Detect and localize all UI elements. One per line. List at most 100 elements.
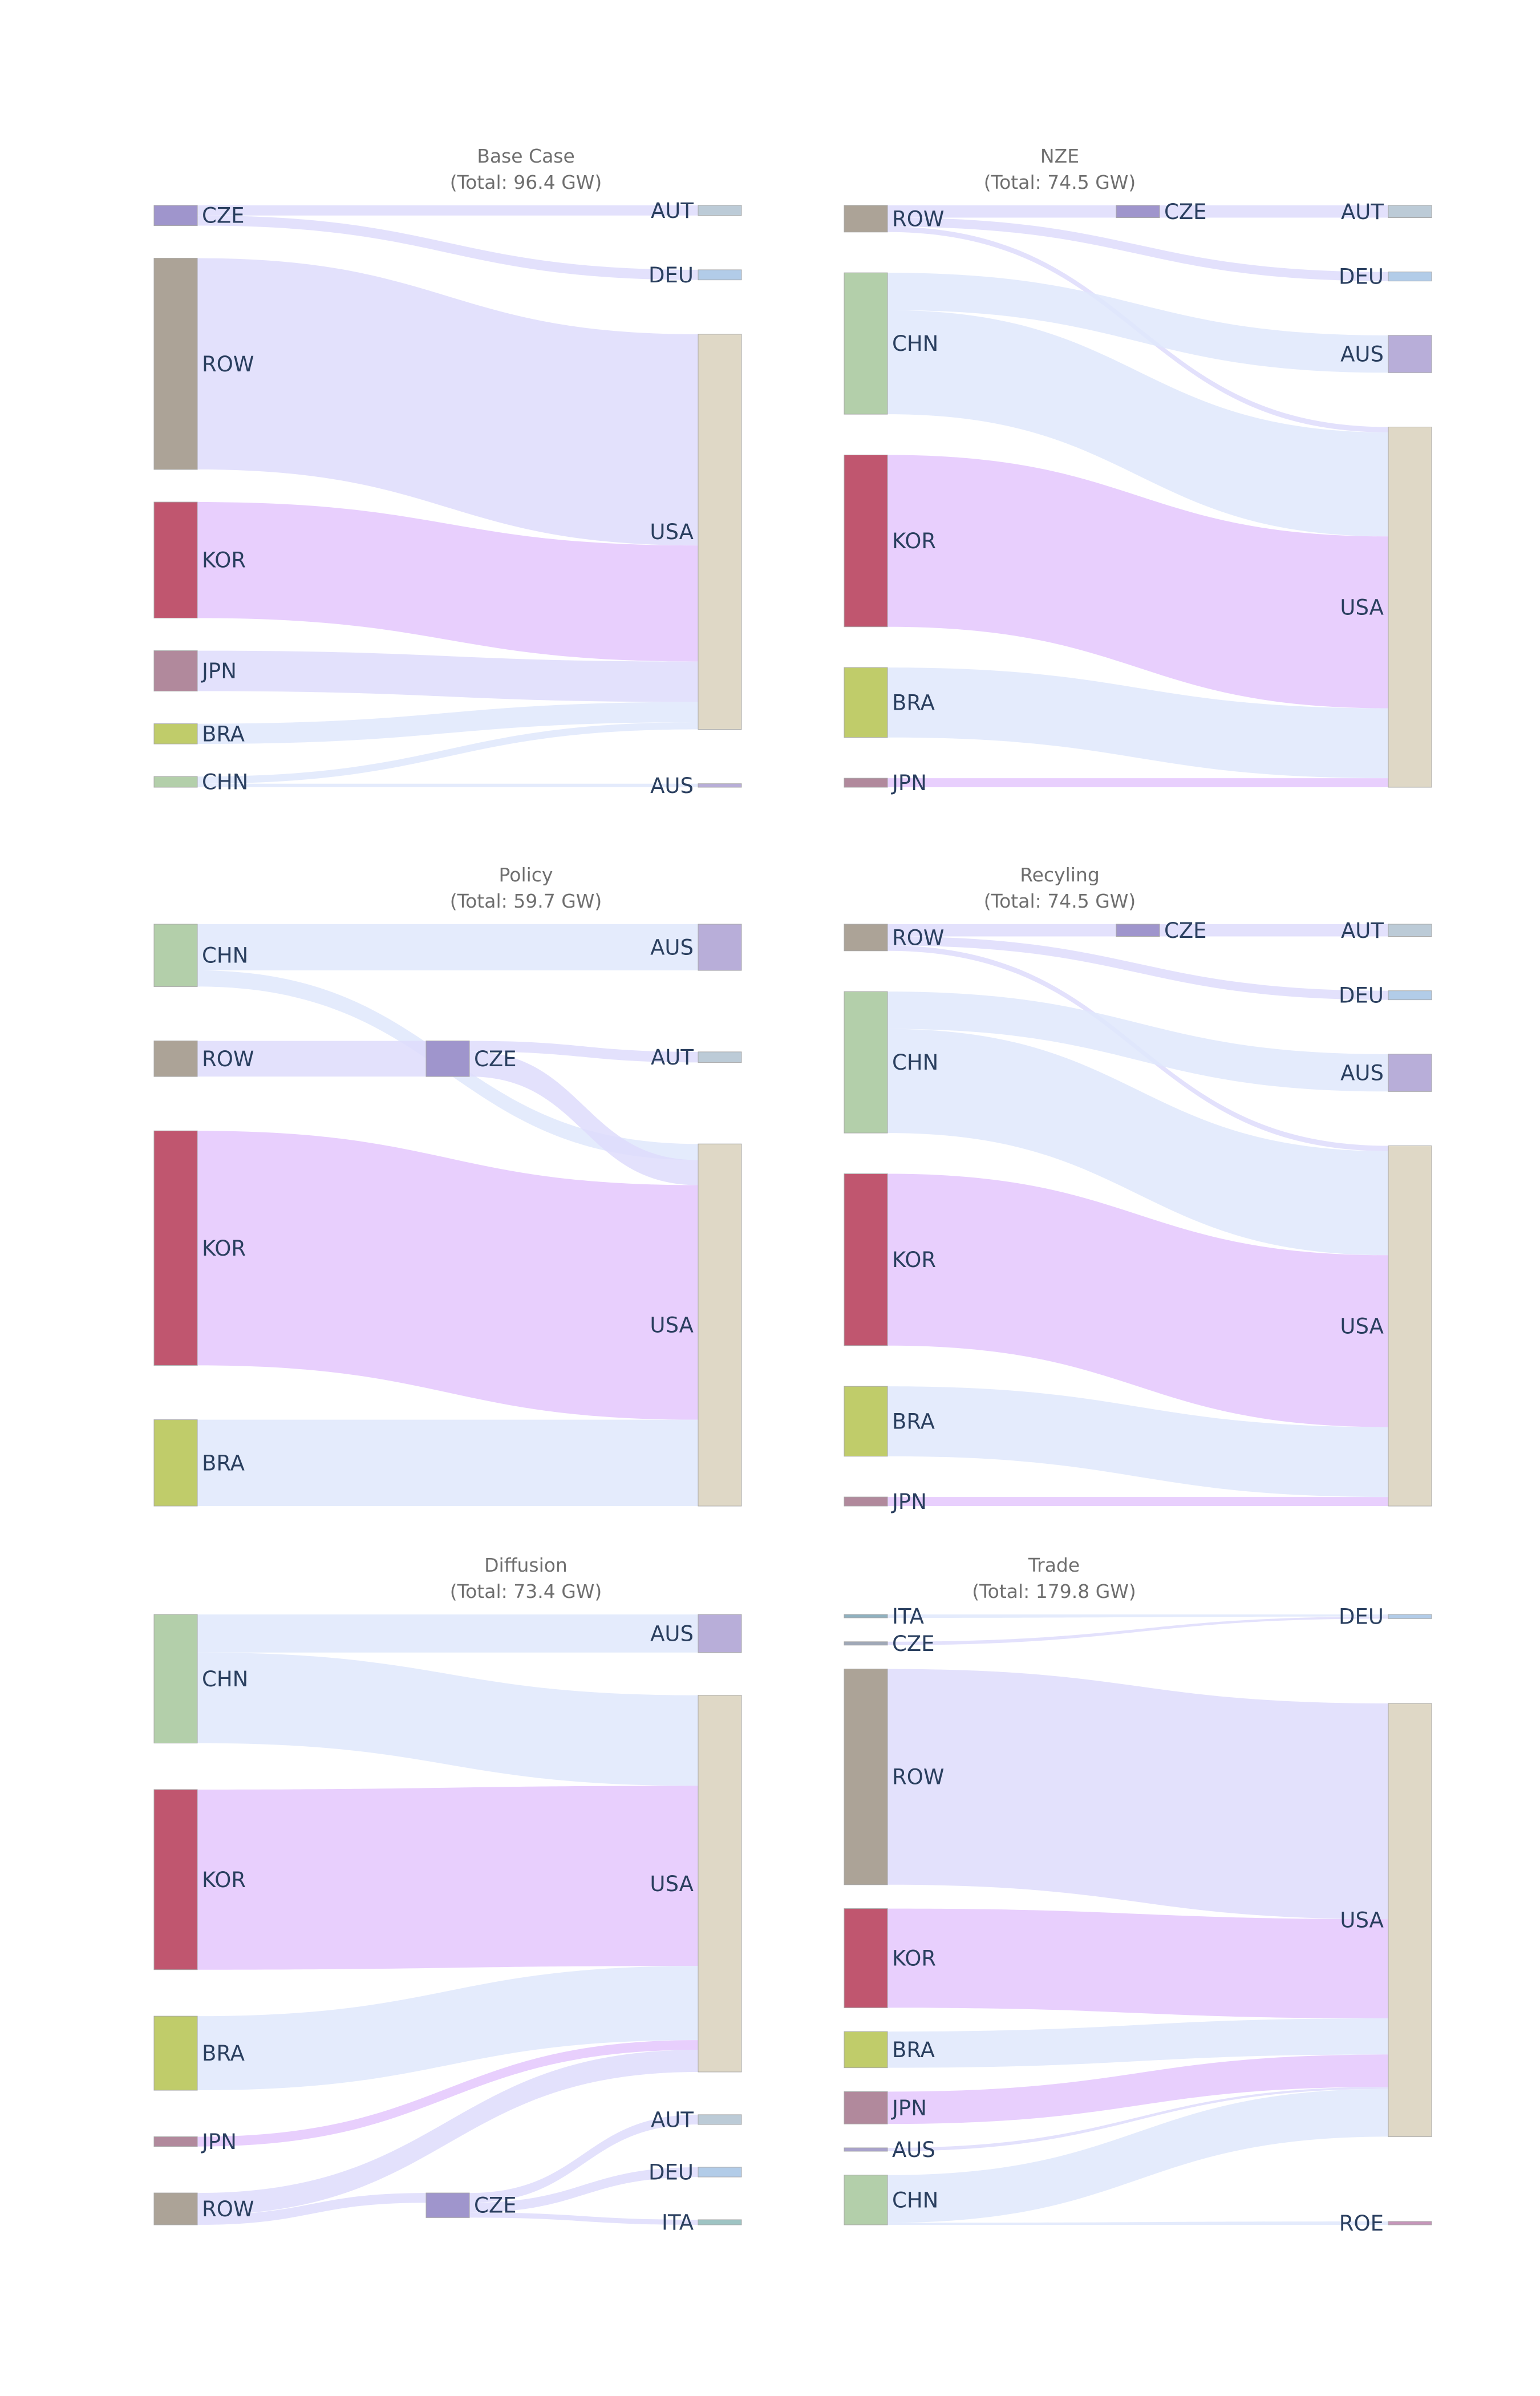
node-chn xyxy=(153,924,198,987)
node-label-bra: BRA xyxy=(892,2038,935,2062)
node-usa xyxy=(1388,1703,1432,2137)
node-label-kor: KOR xyxy=(202,548,246,573)
node-label-chn: CHN xyxy=(202,944,248,968)
sankey-links xyxy=(887,924,1388,1506)
flow-chn-to-aus xyxy=(197,783,698,787)
flow-cze-to-usa xyxy=(469,1051,698,1185)
node-label-deu: DEU xyxy=(649,263,694,288)
node-label-jpn: JPN xyxy=(891,771,927,795)
flow-cze-to-deu xyxy=(887,1616,1388,1645)
node-kor xyxy=(153,501,198,618)
flow-kor-to-usa xyxy=(887,1908,1388,2018)
sankey-links xyxy=(887,205,1388,787)
node-cze xyxy=(844,1641,888,1646)
node-roe xyxy=(1388,2221,1432,2225)
flow-chn-to-usa xyxy=(197,1652,698,1786)
node-cze xyxy=(1116,205,1160,218)
node-deu xyxy=(698,269,742,281)
node-cze xyxy=(425,1041,470,1077)
flow-chn-to-usa xyxy=(887,2089,1388,2223)
node-chn xyxy=(844,272,888,415)
flow-cze-to-aut xyxy=(1160,924,1388,937)
node-usa xyxy=(698,1143,742,1507)
node-row xyxy=(153,2192,198,2225)
flow-cze-to-aut xyxy=(469,2114,698,2203)
node-cze xyxy=(153,205,198,226)
node-aut xyxy=(1388,924,1432,937)
flow-chn-to-aus xyxy=(887,991,1388,1092)
node-chn xyxy=(153,1614,198,1744)
node-row xyxy=(153,1041,198,1077)
flow-row-to-usa xyxy=(887,1669,1388,1920)
node-label-jpn: JPN xyxy=(891,2096,927,2120)
node-row xyxy=(844,205,888,233)
node-aus xyxy=(698,924,742,971)
node-label-kor: KOR xyxy=(892,529,936,553)
node-bra xyxy=(844,1386,888,1457)
node-row xyxy=(844,1669,888,1885)
node-kor xyxy=(844,1173,888,1346)
panel-subtitle: (Total: 179.8 GW) xyxy=(972,1580,1136,1602)
node-jpn xyxy=(153,650,198,692)
node-label-aut: AUT xyxy=(651,1045,694,1070)
node-label-row: ROW xyxy=(892,207,944,231)
node-jpn xyxy=(844,1496,888,1507)
flow-row-to-deu xyxy=(887,217,1388,281)
node-label-chn: CHN xyxy=(202,770,248,795)
node-label-deu: DEU xyxy=(1339,984,1384,1008)
node-label-deu: DEU xyxy=(1339,265,1384,289)
node-label-aut: AUT xyxy=(1341,200,1384,224)
flow-chn-to-aus xyxy=(197,924,698,971)
panel-subtitle: (Total: 74.5 GW) xyxy=(984,890,1136,912)
flow-aus-to-usa xyxy=(887,2087,1388,2151)
node-label-row: ROW xyxy=(892,925,944,950)
node-label-row: ROW xyxy=(202,352,254,377)
flow-chn-to-roe xyxy=(887,2221,1388,2225)
flow-bra-to-usa xyxy=(197,1966,698,2091)
flow-row-to-usa xyxy=(197,258,698,546)
node-label-aus: AUS xyxy=(1340,1061,1384,1086)
node-label-aus: AUS xyxy=(1340,342,1384,367)
panel-subtitle: (Total: 96.4 GW) xyxy=(450,171,602,193)
node-label-aut: AUT xyxy=(651,2107,694,2132)
node-label-usa: USA xyxy=(1340,1908,1384,1933)
flow-row-to-cze xyxy=(197,1041,426,1077)
node-label-usa: USA xyxy=(1340,595,1384,620)
node-kor xyxy=(153,1789,198,1970)
panel-subtitle: (Total: 73.4 GW) xyxy=(450,1580,602,1602)
node-label-row: ROW xyxy=(892,1765,944,1790)
node-bra xyxy=(153,2015,198,2091)
node-aut xyxy=(698,205,742,216)
panel-title: Trade xyxy=(1028,1554,1080,1576)
flow-row-to-cze xyxy=(197,2193,426,2225)
node-label-cze: CZE xyxy=(202,204,245,228)
node-label-usa: USA xyxy=(1340,1314,1384,1338)
node-deu xyxy=(1388,272,1432,282)
node-label-aut: AUT xyxy=(651,199,694,223)
sankey-links xyxy=(887,1614,1388,2225)
node-usa xyxy=(1388,427,1432,788)
flow-bra-to-usa xyxy=(887,667,1388,779)
sankey-panel-recycling: Recyling (Total: 74.5 GW) ROW CHN KOR BRA JPN C… xyxy=(844,864,1432,1514)
node-label-row: ROW xyxy=(202,1047,254,1071)
flow-jpn-to-usa xyxy=(887,2054,1388,2124)
node-cze xyxy=(425,2192,470,2218)
node-label-bra: BRA xyxy=(202,2041,245,2066)
node-label-ita: ITA xyxy=(662,2210,694,2235)
node-aus xyxy=(698,1614,742,1653)
flow-bra-to-usa xyxy=(197,702,698,744)
node-jpn xyxy=(844,2091,888,2124)
node-usa xyxy=(698,1695,742,2073)
sankey-panel-base-case: Base Case (Total: 96.4 GW) CZE ROW KOR JPN BRA… xyxy=(153,145,742,798)
node-label-deu: DEU xyxy=(649,2160,694,2185)
flow-row-to-usa xyxy=(197,2050,698,2215)
node-label-roe: ROE xyxy=(1339,2211,1384,2236)
panel-subtitle: (Total: 59.7 GW) xyxy=(450,890,602,912)
node-kor xyxy=(844,1908,888,2008)
node-jpn xyxy=(844,778,888,788)
node-label-aus: AUS xyxy=(892,2138,935,2162)
flow-bra-to-usa xyxy=(887,1386,1388,1498)
node-label-cze: CZE xyxy=(892,1632,935,1656)
sankey-panel-diffusion: Diffusion (Total: 73.4 GW) CHN KOR BRA JPN ROW… xyxy=(153,1554,742,2235)
